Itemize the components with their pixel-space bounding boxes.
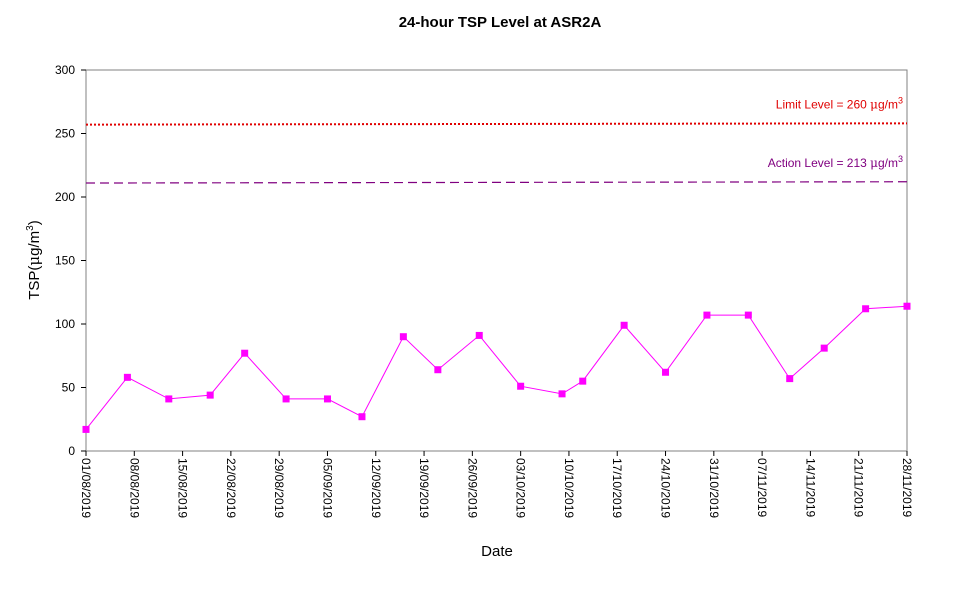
- chart-title: 24-hour TSP Level at ASR2A: [399, 14, 602, 31]
- x-tick-label: 21/11/2019: [852, 458, 866, 517]
- x-tick-label: 15/08/2019: [176, 458, 190, 518]
- data-point-marker: [662, 368, 670, 376]
- y-tick-label: 250: [55, 127, 75, 141]
- data-point-marker: [703, 311, 711, 319]
- reference-line: [85, 122, 908, 126]
- x-tick-label: 14/11/2019: [803, 458, 817, 517]
- y-axis: 0 50 100 150 200 250 300: [55, 63, 86, 458]
- x-tick-label: 17/10/2019: [610, 458, 624, 518]
- x-axis: 01/08/2019 08/08/2019 15/08/2019 22/08/2019…: [79, 451, 914, 518]
- reference-line: [85, 181, 908, 184]
- x-tick-label: 10/10/2019: [562, 458, 576, 518]
- y-tick-label: 200: [55, 190, 75, 204]
- y-tick-label: 0: [68, 444, 75, 458]
- data-point-marker: [282, 395, 290, 403]
- x-tick-label: 24/10/2019: [659, 458, 673, 518]
- y-tick-label: 100: [55, 317, 75, 331]
- x-tick-label: 03/10/2019: [514, 458, 528, 518]
- x-tick-label: 05/09/2019: [320, 458, 334, 518]
- data-point-marker: [903, 302, 911, 310]
- reference-line-label: Action Level = 213 μg/m3: [768, 154, 903, 170]
- data-point-marker: [123, 373, 131, 381]
- y-tick-label: 50: [62, 381, 76, 395]
- x-tick-label: 07/11/2019: [755, 458, 769, 517]
- reference-lines: Limit Level = 260 μg/m3 Action Level = 21…: [85, 95, 908, 184]
- x-tick-label: 12/09/2019: [369, 458, 383, 518]
- x-tick-label: 26/09/2019: [465, 458, 479, 518]
- series-line: [85, 305, 908, 430]
- data-point-marker: [820, 344, 828, 352]
- data-point-marker: [241, 349, 249, 357]
- x-tick-label: 22/08/2019: [224, 458, 238, 518]
- x-tick-label: 01/08/2019: [79, 458, 93, 518]
- data-point-marker: [579, 377, 587, 385]
- x-tick-label: 19/09/2019: [417, 458, 431, 518]
- data-point-marker: [323, 395, 331, 403]
- data-point-marker: [744, 311, 752, 319]
- data-point-marker: [165, 395, 173, 403]
- plot-area: [85, 69, 908, 452]
- y-tick-label: 300: [55, 63, 75, 77]
- x-tick-label: 31/10/2019: [707, 458, 721, 518]
- data-point-marker: [206, 391, 214, 399]
- data-point-marker: [517, 382, 525, 390]
- data-point-marker: [358, 413, 366, 421]
- data-point-marker: [475, 331, 483, 339]
- y-tick-label: 150: [55, 254, 75, 268]
- data-point-marker: [82, 425, 90, 433]
- x-tick-label: 08/08/2019: [127, 458, 141, 518]
- x-axis-label: Date: [481, 543, 513, 560]
- data-point-marker: [558, 390, 566, 398]
- y-axis-label: TSP(μg/m3): [25, 220, 43, 300]
- data-point-marker: [399, 333, 407, 341]
- reference-line-label: Limit Level = 260 μg/m3: [776, 95, 903, 111]
- x-tick-label: 29/08/2019: [272, 458, 286, 518]
- series-group: [82, 302, 911, 433]
- data-point-marker: [862, 305, 870, 313]
- x-tick-label: 28/11/2019: [900, 458, 914, 517]
- data-point-marker: [620, 321, 628, 329]
- data-point-marker: [786, 375, 794, 383]
- data-point-marker: [434, 366, 442, 374]
